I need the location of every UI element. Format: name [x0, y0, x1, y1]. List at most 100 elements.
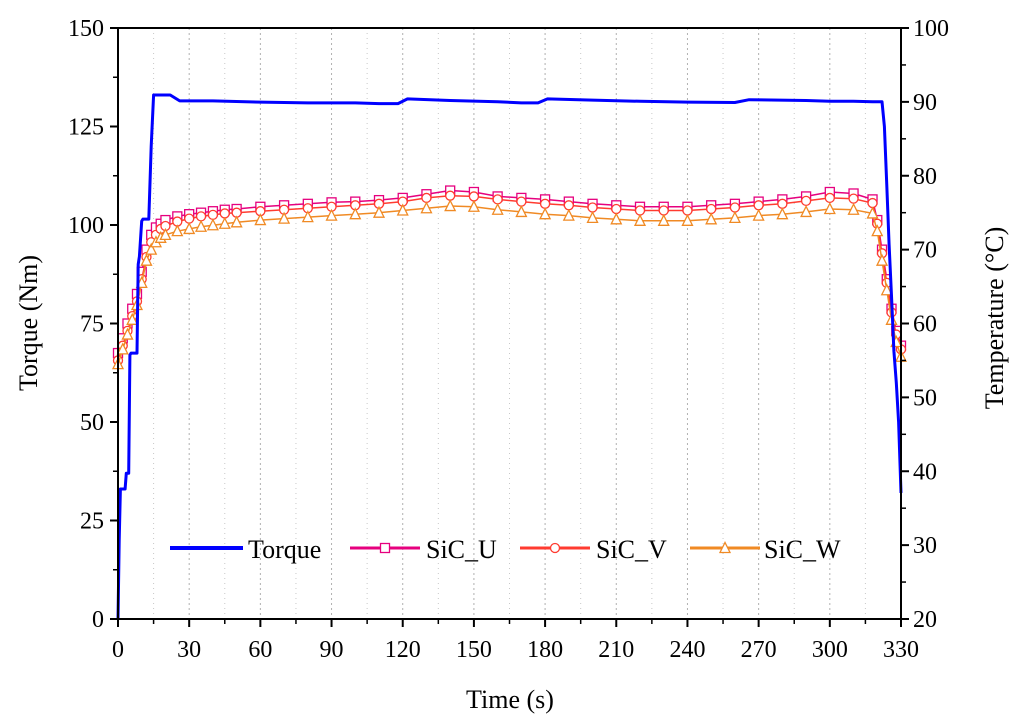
data-point-sic-v [824, 192, 835, 204]
data-point-sic-w [871, 224, 884, 237]
data-point-sic-w [325, 208, 338, 221]
data-point-sic-v [539, 198, 551, 209]
data-point-sic-w [372, 205, 386, 218]
legend-item-sic-v: SiC_V [520, 535, 667, 564]
legend: Torque SiC_U SiC_V SiC_W [170, 535, 841, 564]
series-line-sic-w [117, 205, 902, 365]
x-tick-label: 60 [248, 637, 272, 663]
data-point-sic-w [539, 207, 552, 220]
legend-item-sic-w: SiC_W [690, 535, 841, 564]
legend-label-sic-v: SiC_V [596, 535, 667, 564]
data-point-sic-v [634, 205, 646, 216]
data-point-sic-w [171, 224, 184, 237]
y-left-tick-label: 100 [68, 213, 104, 239]
data-point-sic-w [823, 202, 836, 215]
data-point-sic-v [184, 213, 195, 224]
data-point-sic-w [705, 212, 718, 225]
data-point-sic-w [396, 203, 409, 216]
y-left-tick-label: 50 [80, 410, 104, 436]
x-tick-label: 30 [177, 637, 201, 663]
data-point-sic-w [610, 212, 623, 225]
x-tick-label: 90 [320, 637, 344, 663]
data-point-sic-w [586, 210, 599, 224]
data-point-sic-v [777, 198, 788, 209]
data-point-sic-w [444, 199, 457, 212]
legend-label-sic-w: SiC_W [764, 535, 841, 564]
y-left-tick-label: 150 [68, 16, 104, 42]
data-point-sic-v [753, 200, 764, 211]
data-point-sic-w [218, 216, 231, 229]
data-point-sic-v [848, 193, 859, 204]
grid [153, 28, 866, 619]
data-point-sic-w [420, 201, 433, 214]
plot-series [111, 93, 908, 620]
data-point-sic-v [611, 203, 622, 215]
y-right-tick-label: 80 [913, 164, 937, 190]
y-right-tick-label: 70 [913, 238, 937, 264]
data-point-sic-v [445, 190, 456, 201]
data-point-sic-v [421, 192, 432, 204]
data-point-sic-w [116, 342, 129, 355]
y-left-tick-label: 125 [68, 115, 104, 141]
x-axis-title: Time (s) [466, 685, 554, 714]
data-point-sic-w [230, 215, 243, 228]
y-right-tick-label: 40 [913, 459, 937, 485]
data-point-sic-w [349, 207, 362, 220]
data-point-sic-w [467, 199, 480, 212]
y-right-tick-label: 100 [913, 16, 949, 42]
data-point-sic-v [468, 191, 480, 202]
data-point-sic-w [728, 210, 741, 224]
data-point-sic-w [681, 213, 694, 226]
data-point-sic-v [195, 211, 207, 222]
data-point-sic-w [515, 204, 528, 218]
data-point-sic-w [752, 208, 765, 221]
data-point-sic-w [183, 221, 196, 235]
data-point-sic-v [867, 197, 878, 209]
data-point-sic-v [800, 195, 812, 207]
x-tick-label: 120 [385, 637, 421, 663]
data-point-sic-w [254, 213, 267, 226]
data-point-sic-v [563, 200, 574, 211]
legend-marker-sic-w [718, 541, 732, 554]
legend-marker-sic-v [549, 542, 561, 554]
data-point-sic-w [206, 218, 219, 231]
data-point-sic-v [219, 208, 230, 219]
y-axis-right-title: Temperature (°C) [980, 227, 1009, 410]
data-point-sic-w [301, 210, 314, 223]
x-tick-label: 270 [741, 637, 777, 663]
data-point-sic-w [159, 227, 172, 241]
data-point-sic-w [875, 253, 889, 266]
data-point-sic-w [140, 253, 153, 266]
x-tick-label: 0 [112, 637, 124, 663]
y-left-tick-label: 0 [92, 607, 104, 633]
y-left-tick-label: 25 [80, 509, 104, 535]
x-tick-label: 300 [812, 637, 848, 663]
data-point-sic-w [847, 202, 860, 215]
data-point-sic-w [491, 202, 504, 215]
y-axis-left-title: Torque (Nm) [14, 255, 43, 391]
y-right-tick-label: 50 [913, 385, 937, 411]
data-point-sic-w [194, 219, 208, 232]
y-right-tick-label: 30 [913, 533, 937, 559]
y-right-tick-label: 90 [913, 90, 937, 116]
data-point-sic-w [880, 283, 893, 296]
y-right-tick-label: 20 [913, 607, 937, 633]
data-point-sic-w [633, 213, 647, 226]
x-tick-label: 180 [527, 637, 563, 663]
data-point-sic-w [866, 206, 879, 219]
series-torque [116, 93, 903, 620]
data-point-sic-v [658, 205, 669, 216]
data-point-sic-w [657, 213, 670, 226]
legend-item-sic-u: SiC_U [350, 535, 497, 564]
data-point-sic-v [207, 209, 219, 221]
data-point-sic-v [587, 202, 598, 213]
data-point-sic-w [278, 211, 291, 224]
y-right-tick-label: 60 [913, 312, 937, 338]
data-point-sic-w [145, 242, 158, 255]
x-tick-label: 150 [456, 637, 492, 663]
series-line-torque [116, 93, 903, 620]
data-point-sic-v [516, 196, 527, 207]
legend-item-torque: Torque [170, 535, 321, 564]
data-point-sic-v [706, 203, 717, 215]
